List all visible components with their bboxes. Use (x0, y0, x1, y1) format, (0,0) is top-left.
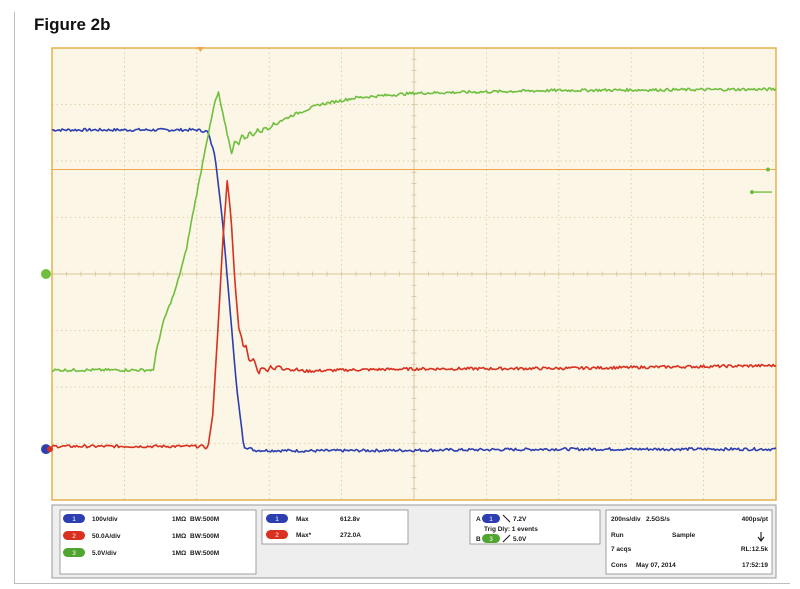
channel-coupling: 1MΩ (172, 550, 186, 557)
trigger-a-value: 7.2V (513, 516, 527, 523)
trigger-b-label: B (476, 536, 481, 543)
trigger-b-value: 5.0V (513, 536, 527, 543)
info-bar: 1 100v/div 1MΩ BW:500M 2 50.0A/div 1MΩ B… (52, 505, 776, 578)
ch2-ground-marker (47, 446, 53, 452)
measurement-value: 612.8v (340, 516, 360, 523)
acquisition-mode: Sample (672, 532, 696, 539)
channel-badge-label: 3 (72, 550, 76, 557)
channel-bandwidth: BW:500M (190, 533, 219, 540)
run-state: Run (611, 532, 624, 539)
points-per-sample: 400ps/pt (742, 516, 769, 523)
trigger-delay: Trig Dly: 1 events (484, 526, 538, 533)
trigger-a-badge-label: 1 (489, 516, 493, 523)
trigger-a-label: A (476, 516, 481, 523)
channel-coupling: 1MΩ (172, 533, 186, 540)
measurement-badge-label: 2 (275, 532, 279, 539)
channel-badge-label: 1 (72, 516, 76, 523)
channel-badge-label: 2 (72, 533, 76, 540)
cons-label: Cons (611, 562, 628, 569)
channel-settings-panel[interactable]: 1 100v/div 1MΩ BW:500M 2 50.0A/div 1MΩ B… (60, 510, 256, 574)
ch3-ground-marker (41, 269, 51, 279)
measurement-name: Max (296, 516, 309, 523)
channel-scale: 5.0V/div (92, 550, 117, 557)
right-level-marker (750, 190, 754, 194)
status-panel[interactable]: 200ns/div 2.5GS/s 400ps/pt Run Sample 7 … (606, 510, 772, 574)
channel-scale: 100v/div (92, 516, 118, 523)
acquisition-count: 7 acqs (611, 546, 632, 553)
channel-bandwidth: BW:500M (190, 516, 219, 523)
measurement-name: Max* (296, 532, 312, 539)
measurement-badge-label: 1 (275, 516, 279, 523)
channel-bandwidth: BW:500M (190, 550, 219, 557)
date: May 07, 2014 (636, 562, 676, 569)
measurement-value: 272.0A (340, 532, 361, 539)
sample-rate: 2.5GS/s (646, 516, 670, 523)
timebase: 200ns/div (611, 516, 641, 523)
channel-coupling: 1MΩ (172, 516, 186, 523)
right-level-marker (766, 167, 770, 171)
trigger-b-badge-label: 3 (489, 536, 493, 543)
trigger-panel[interactable]: A 1 7.2V Trig Dly: 1 events B 3 5.0V (470, 510, 600, 544)
channel-scale: 50.0A/div (92, 533, 121, 540)
record-length: RL:12.5k (741, 546, 768, 553)
time: 17:52:19 (742, 562, 768, 569)
measurement-panel[interactable]: 1 Max 612.8v 2 Max* 272.0A (262, 510, 408, 544)
